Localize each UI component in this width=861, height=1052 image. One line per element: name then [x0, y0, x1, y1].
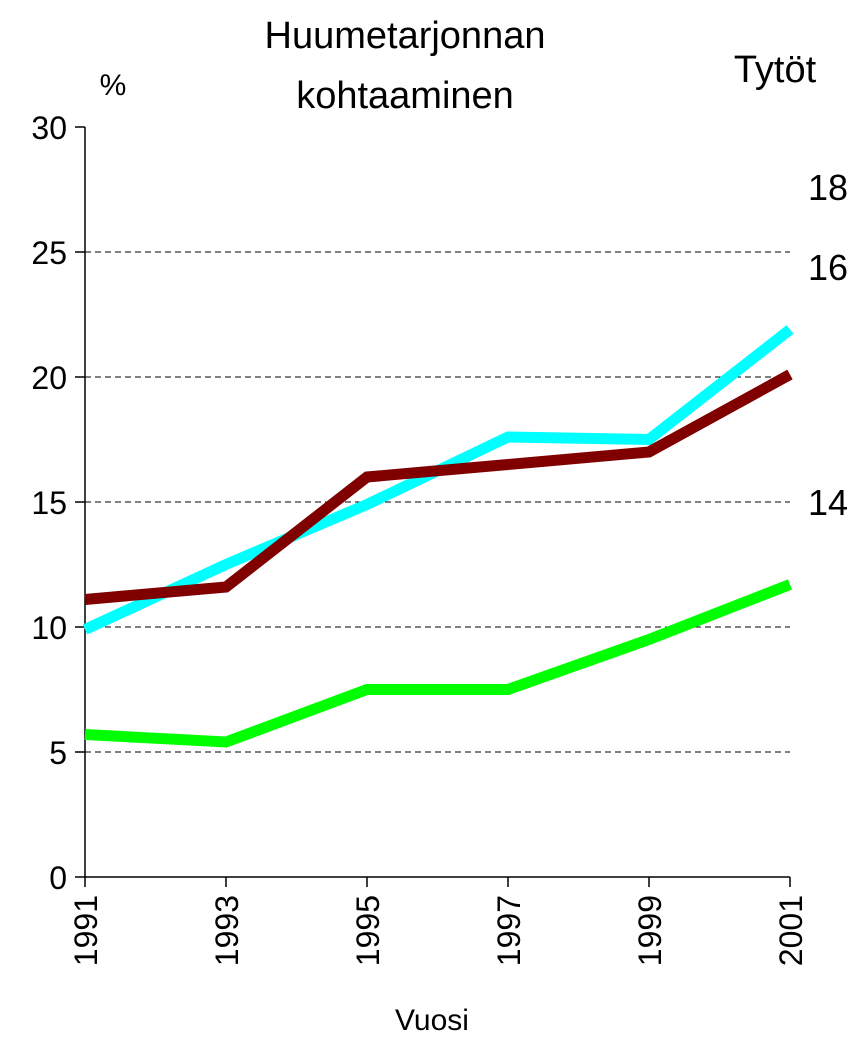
- chart-subtitle: Tytöt: [734, 49, 817, 91]
- x-axis-label: Vuosi: [395, 1004, 469, 1037]
- line-series: [84, 579, 792, 748]
- y-tick-label: 15: [31, 485, 67, 521]
- chart-title: kohtaaminen: [296, 75, 514, 117]
- y-tick-label: 30: [31, 110, 67, 146]
- x-tick-label: 1999: [632, 895, 668, 966]
- y-tick-label: 0: [49, 860, 67, 896]
- y-tick-label: 5: [49, 735, 67, 771]
- x-tick-label: 1991: [68, 895, 104, 966]
- series-label: 18: [808, 167, 848, 208]
- x-tick-label: 1993: [209, 895, 245, 966]
- series-label: 16: [808, 247, 848, 288]
- x-tick-label: 2001: [773, 895, 809, 966]
- y-tick-label: 10: [31, 610, 67, 646]
- x-tick-label: 1997: [491, 895, 527, 966]
- y-tick-label: 20: [31, 360, 67, 396]
- x-tick-label: 1995: [350, 895, 386, 966]
- chart-title: Huumetarjonnan: [265, 15, 546, 57]
- series-label: 14: [808, 482, 848, 523]
- line-series: [82, 325, 794, 635]
- y-axis-label: %: [100, 69, 127, 102]
- line-series: [84, 369, 793, 605]
- y-tick-label: 25: [31, 235, 67, 271]
